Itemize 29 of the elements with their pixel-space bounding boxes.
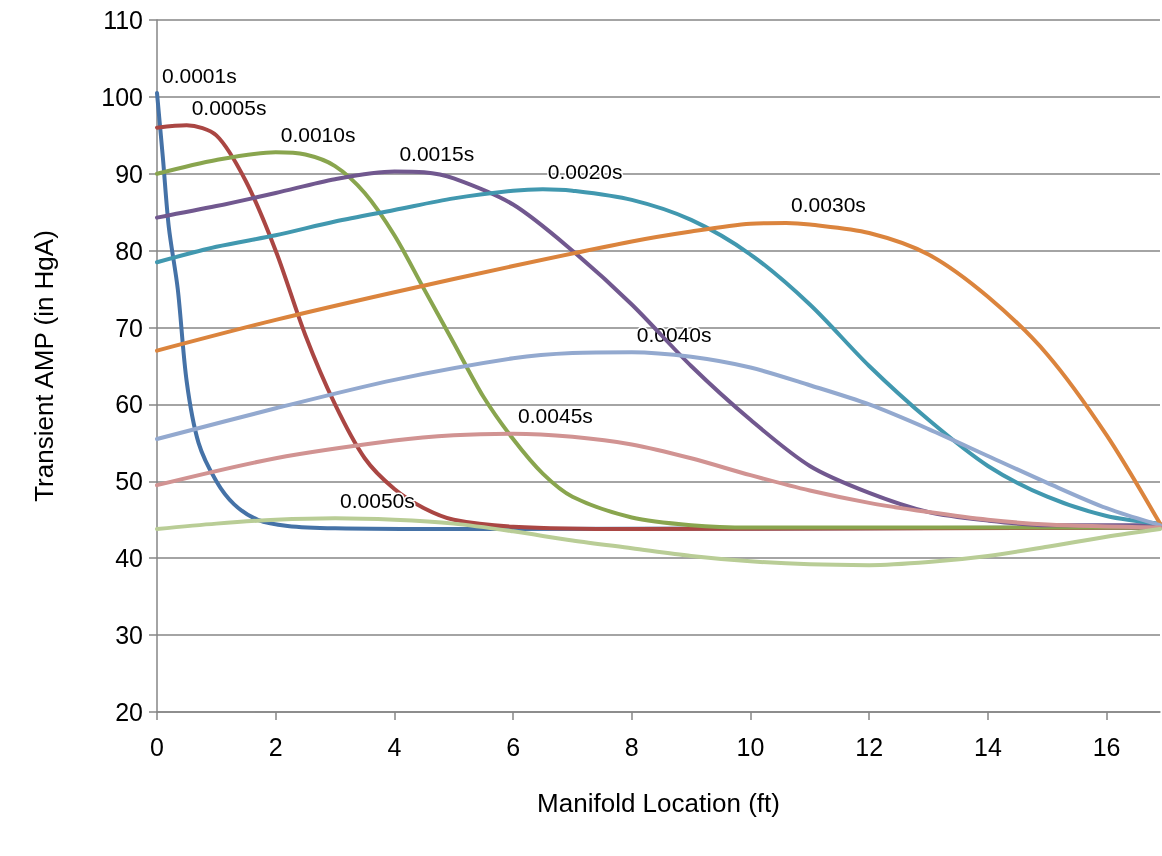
series-label: 0.0001s bbox=[162, 63, 237, 87]
series-label: 0.0045s bbox=[518, 404, 593, 428]
y-tick-label: 60 bbox=[115, 390, 143, 419]
y-tick-label: 70 bbox=[115, 313, 143, 342]
series-label: 0.0050s bbox=[340, 488, 415, 512]
x-tick-label: 8 bbox=[624, 732, 639, 761]
series-label: 0.0020s bbox=[547, 159, 623, 183]
x-tick-label: 2 bbox=[268, 732, 283, 761]
x-tick-label: 14 bbox=[973, 732, 1002, 761]
y-tick-label: 90 bbox=[115, 159, 143, 188]
x-tick-label: 0 bbox=[150, 732, 164, 761]
y-tick-label: 80 bbox=[115, 236, 143, 265]
x-tick-label: 16 bbox=[1092, 732, 1121, 761]
x-axis-title: Manifold Location (ft) bbox=[537, 788, 780, 818]
x-tick-label: 6 bbox=[506, 732, 521, 761]
y-tick-label: 30 bbox=[115, 621, 143, 650]
y-axis-title: Transient AMP (in HgA) bbox=[29, 230, 59, 502]
x-tick-label: 12 bbox=[855, 732, 884, 761]
series-label: 0.0005s bbox=[191, 95, 267, 119]
y-tick-label: 40 bbox=[115, 544, 143, 573]
x-tick-label: 10 bbox=[736, 732, 765, 761]
series-label: 0.0010s bbox=[280, 122, 356, 146]
y-tick-label: 100 bbox=[101, 82, 143, 111]
y-tick-label: 110 bbox=[103, 6, 143, 34]
series-label: 0.0015s bbox=[399, 141, 475, 165]
series-label: 0.0030s bbox=[791, 193, 866, 217]
y-tick-label: 20 bbox=[115, 698, 143, 726]
y-tick-label: 50 bbox=[115, 467, 143, 496]
x-tick-label: 4 bbox=[387, 732, 402, 761]
